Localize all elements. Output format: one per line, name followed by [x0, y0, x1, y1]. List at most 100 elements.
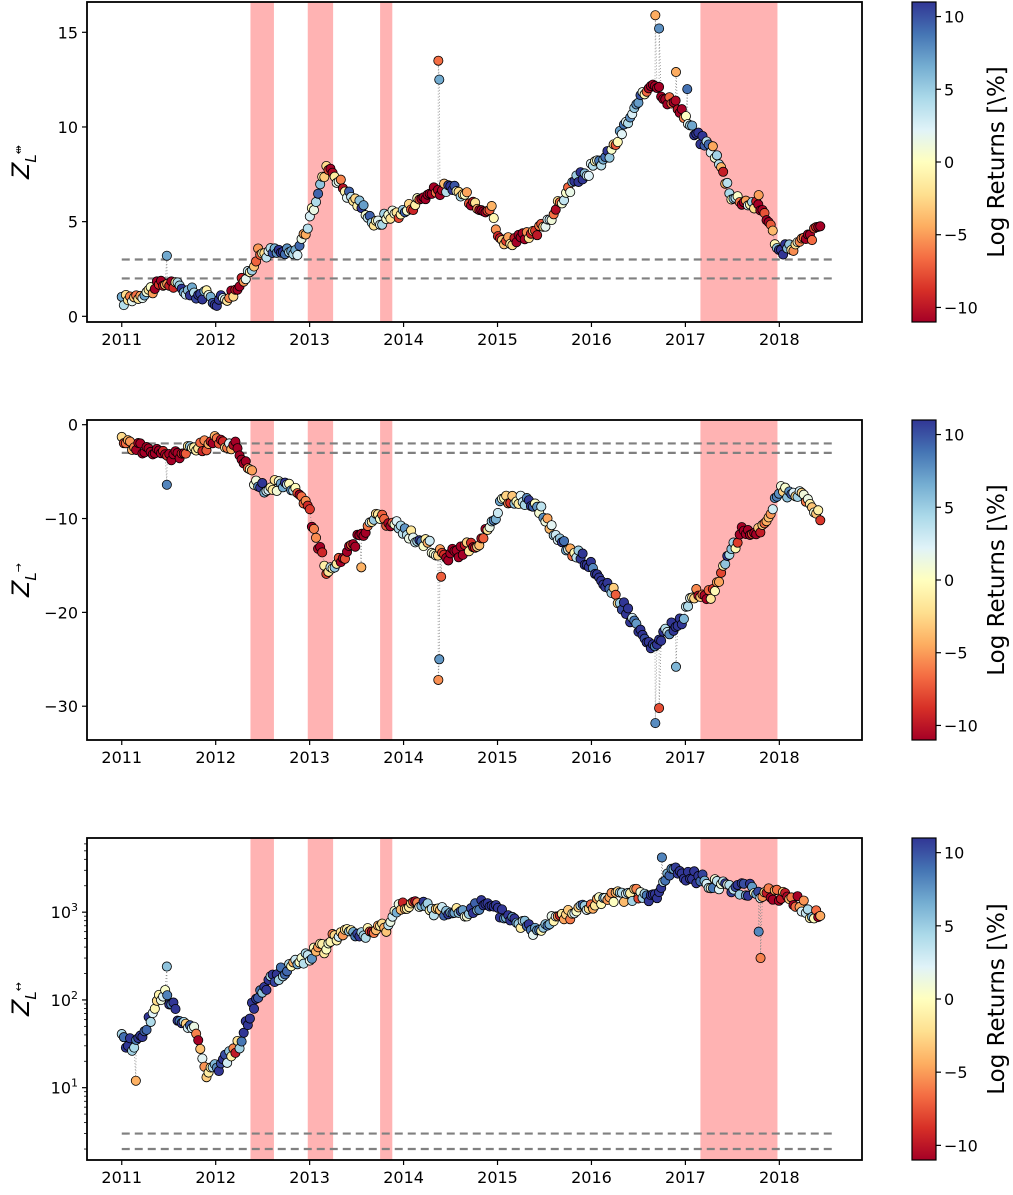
data-point: [682, 84, 693, 95]
data-point: [753, 926, 764, 937]
data-point: [130, 1075, 141, 1086]
data-point: [720, 559, 731, 570]
x-tick-label: 2013: [289, 1168, 330, 1187]
data-point: [671, 661, 682, 672]
data-point: [244, 1013, 255, 1024]
x-tick-label: 2011: [101, 330, 142, 349]
data-point: [654, 703, 665, 714]
data-point: [424, 535, 435, 546]
data-point: [654, 81, 665, 92]
data-point: [308, 523, 319, 534]
data-point: [145, 1016, 156, 1027]
colorbar: 10 5 0 −5 −10 Log Returns [\%]: [911, 837, 1010, 1161]
data-point: [583, 170, 594, 181]
data-point: [671, 67, 682, 78]
data-point: [358, 200, 369, 211]
data-point: [350, 541, 361, 552]
data-point: [610, 589, 621, 600]
x-tick-label: 2016: [571, 748, 612, 767]
data-point: [317, 547, 328, 558]
shaded-interval: [250, 2, 274, 322]
shaded-interval: [700, 420, 778, 740]
panel-top: 2011 2012 2013 2014 2015 2016 2017 2018 0 5 10 15 ZL…: [7, 1, 863, 349]
y-tick-label: 103: [51, 901, 78, 922]
data-point: [356, 562, 367, 573]
x-tick-label: 2013: [289, 748, 330, 767]
panel-middle: 2011 2012 2013 2014 2015 2016 2017 2018 0 −10 −20 −…: [7, 416, 863, 767]
x-tick-label: 2012: [195, 1168, 236, 1187]
data-point: [654, 23, 665, 34]
plot-frame: [86, 419, 863, 741]
x-tick-label: 2014: [383, 1168, 424, 1187]
colorbar-tick-label: 0: [944, 153, 954, 172]
data-point: [461, 187, 472, 198]
data-point: [618, 896, 629, 907]
data-point: [815, 910, 826, 921]
data-point: [608, 896, 619, 907]
data-point: [753, 190, 764, 201]
data-point: [302, 223, 313, 234]
x-tick-label: 2017: [665, 1168, 706, 1187]
data-point: [436, 571, 447, 582]
colorbar-tick-label: −5: [944, 226, 968, 245]
data-point: [311, 532, 322, 543]
data-point: [623, 603, 634, 614]
x-tick-label: 2014: [383, 748, 424, 767]
colorbar-tick-label: 10: [944, 844, 964, 863]
x-tick-label: 2011: [101, 1168, 142, 1187]
colorbar-tick-label: −5: [944, 1063, 968, 1082]
data-point: [650, 718, 661, 729]
y-tick-label: 15: [58, 23, 78, 42]
data-point: [687, 120, 698, 131]
colorbar: 10 5 0 −5 −10 Log Returns [\%]: [911, 419, 1010, 741]
y-tick-label: 101: [51, 1077, 78, 1098]
data-point: [536, 501, 547, 512]
colorbar-label: Log Returns [\%]: [984, 66, 1010, 258]
data-point: [488, 213, 499, 224]
y-tick-label: 102: [51, 989, 78, 1010]
x-tick-label: 2016: [571, 1168, 612, 1187]
data-point: [532, 230, 543, 241]
data-point: [707, 141, 718, 152]
data-point: [335, 174, 346, 185]
colorbar-tick-label: 10: [944, 426, 964, 445]
data-point: [292, 250, 303, 261]
data-point: [434, 74, 445, 85]
data-point: [434, 654, 445, 665]
x-tick-label: 2015: [477, 748, 518, 767]
data-point: [246, 465, 257, 476]
data-point: [304, 504, 315, 515]
data-point: [767, 504, 778, 515]
data-point: [559, 536, 570, 547]
data-point: [197, 1053, 208, 1064]
data-point: [195, 1043, 206, 1054]
y-tick-label: 5: [68, 213, 78, 232]
colorbar-tick-label: 5: [944, 498, 954, 517]
y-tick-label: −30: [44, 697, 78, 716]
data-point: [492, 507, 503, 518]
y-axis-label: ZL⇹: [7, 145, 40, 180]
panel-bottom: 2011 2012 2013 2014 2015 2016 2017 2018 101 102 10…: [7, 837, 863, 1187]
data-point: [612, 137, 623, 148]
shaded-interval: [307, 838, 334, 1160]
x-tick-label: 2013: [289, 330, 330, 349]
x-tick-label: 2015: [477, 1168, 518, 1187]
data-point: [141, 1024, 152, 1035]
x-tick-label: 2011: [101, 748, 142, 767]
data-point: [656, 635, 667, 646]
data-point: [161, 961, 172, 972]
data-point: [311, 197, 322, 208]
x-tick-label: 2018: [759, 1168, 800, 1187]
data-point: [433, 674, 444, 685]
x-tick-label: 2014: [383, 330, 424, 349]
x-tick-label: 2018: [759, 330, 800, 349]
data-point: [807, 235, 818, 246]
shaded-interval: [307, 420, 334, 740]
data-point: [161, 479, 172, 490]
x-tick-label: 2015: [477, 330, 518, 349]
data-point: [722, 177, 733, 188]
data-point: [257, 478, 268, 489]
data-point: [478, 533, 489, 544]
data-point: [767, 225, 778, 236]
y-axis-label: ZL↔: [7, 982, 40, 1017]
